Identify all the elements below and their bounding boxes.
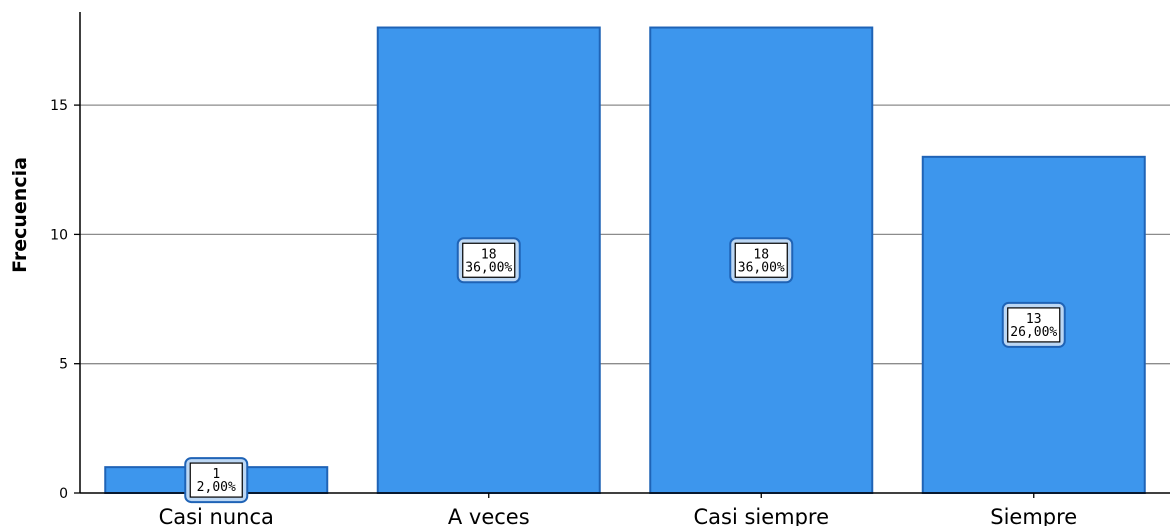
axes (79, 12, 1170, 494)
data-label-box (189, 462, 243, 498)
x-tick-label: Casi nunca (159, 505, 274, 526)
data-label-box (1007, 307, 1061, 343)
data-label-percent: 26,00% (1010, 325, 1057, 340)
y-tick-label: 10 (50, 227, 68, 243)
data-label-percent: 2,00% (197, 480, 236, 495)
data-label-count: 13 (1026, 312, 1042, 327)
data-label: 12,00% (184, 457, 249, 504)
x-tick-labels: Casi nunca A veces Casi siempre Siempre (159, 493, 1077, 526)
data-label-box (734, 242, 788, 278)
y-tick-labels: 0 5 10 15 (50, 98, 80, 502)
bars (104, 26, 1146, 494)
x-tick-label: Casi siempre (693, 505, 829, 526)
data-label-percent: 36,00% (738, 260, 785, 275)
x-tick-label: A veces (448, 505, 530, 526)
y-tick-label: 5 (59, 357, 68, 373)
data-label-percent: 36,00% (465, 260, 512, 275)
data-label-count: 18 (753, 247, 769, 262)
y-tick-label: 15 (50, 98, 68, 114)
y-tick-label: 0 (59, 486, 68, 502)
x-tick-label: Siempre (990, 505, 1077, 526)
y-axis-title: Frecuencia (9, 157, 31, 273)
data-label-count: 1 (212, 467, 220, 482)
data-label-box (462, 242, 516, 278)
data-label-count: 18 (481, 247, 497, 262)
